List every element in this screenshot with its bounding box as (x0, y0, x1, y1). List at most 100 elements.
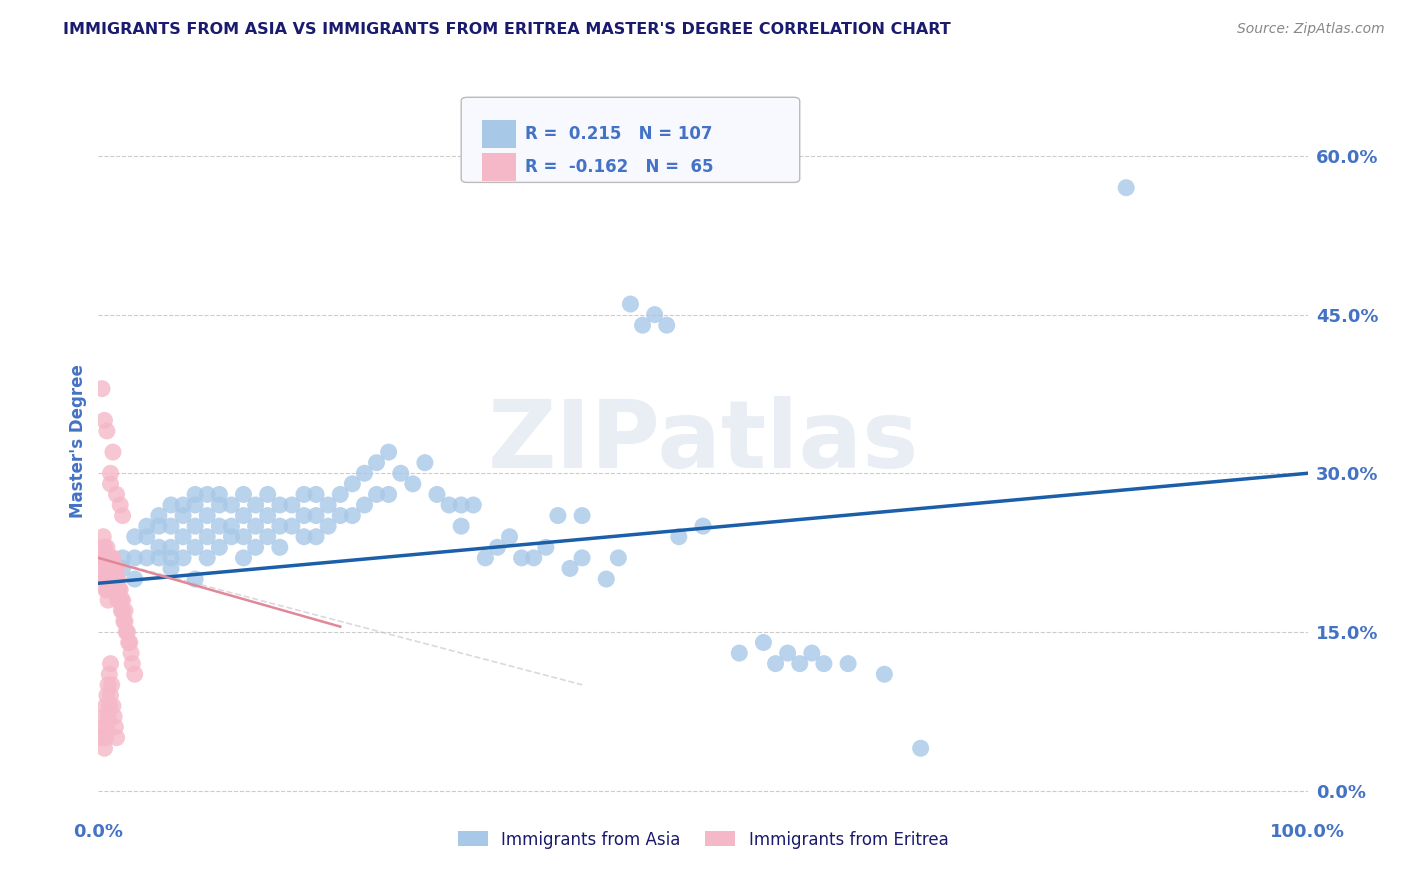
Point (96, 541, 118, 555)
Point (111, 604, 134, 618)
Point (112, 615, 135, 629)
Point (800, 646, 823, 660)
Point (108, 582, 131, 597)
Point (100, 476, 122, 491)
Point (172, 550, 194, 565)
Point (93, 741, 115, 756)
Point (232, 508, 254, 523)
Point (655, 318, 678, 333)
Point (98, 572, 121, 586)
Point (91, 530, 114, 544)
Point (111, 508, 134, 523)
Point (245, 541, 267, 555)
Point (232, 530, 254, 544)
Point (105, 561, 128, 575)
Point (813, 657, 835, 671)
Point (510, 550, 533, 565)
Point (329, 508, 352, 523)
Point (232, 487, 254, 501)
Point (571, 508, 593, 523)
Point (292, 508, 315, 523)
Point (96, 424, 118, 438)
Point (104, 720, 127, 734)
Point (353, 498, 375, 512)
Point (105, 582, 128, 597)
Point (100, 572, 122, 586)
Point (94, 582, 117, 597)
Point (571, 550, 593, 565)
Point (160, 541, 183, 555)
Point (96, 572, 118, 586)
Point (631, 318, 654, 333)
Point (98, 698, 121, 713)
Bar (482, 120, 516, 148)
Point (353, 467, 375, 481)
Point (389, 467, 412, 481)
Point (101, 572, 124, 586)
Point (100, 561, 122, 575)
Text: R =  0.215   N = 107: R = 0.215 N = 107 (526, 126, 713, 144)
Point (558, 561, 581, 575)
Point (208, 519, 231, 533)
FancyBboxPatch shape (461, 97, 800, 183)
Point (377, 445, 399, 459)
Point (644, 308, 666, 322)
Point (256, 487, 278, 501)
Text: IMMIGRANTS FROM ASIA VS IMMIGRANTS FROM ERITREA MASTER'S DEGREE CORRELATION CHAR: IMMIGRANTS FROM ASIA VS IMMIGRANTS FROM … (63, 22, 950, 37)
Point (172, 530, 194, 544)
Point (281, 498, 304, 512)
Point (107, 572, 129, 586)
Point (195, 530, 218, 544)
Point (305, 530, 328, 544)
Point (245, 498, 267, 512)
Point (103, 572, 125, 586)
Point (94, 550, 117, 565)
Point (96, 689, 118, 703)
Point (413, 456, 436, 470)
Point (105, 572, 128, 586)
Point (100, 561, 122, 575)
Point (292, 487, 315, 501)
Point (97, 561, 120, 575)
Point (148, 519, 170, 533)
Point (377, 487, 399, 501)
Point (124, 667, 146, 681)
Point (221, 498, 243, 512)
Point (619, 297, 641, 311)
Point (184, 519, 207, 533)
Point (115, 624, 138, 639)
Point (93, 413, 115, 427)
Point (97, 678, 120, 692)
Point (93, 709, 115, 723)
Point (342, 508, 364, 523)
Point (105, 487, 128, 501)
Point (96, 561, 118, 575)
Point (124, 550, 146, 565)
Point (101, 698, 124, 713)
Point (97, 593, 120, 607)
Point (103, 582, 125, 597)
Point (208, 541, 231, 555)
Point (124, 572, 146, 586)
Point (98, 582, 121, 597)
Point (256, 508, 278, 523)
Point (107, 582, 129, 597)
Point (776, 646, 799, 660)
Point (342, 476, 364, 491)
Point (101, 550, 124, 565)
Text: Source: ZipAtlas.com: Source: ZipAtlas.com (1237, 22, 1385, 37)
Point (595, 572, 617, 586)
Point (450, 519, 472, 533)
Point (120, 646, 142, 660)
Point (104, 582, 127, 597)
Point (110, 593, 132, 607)
Legend: Immigrants from Asia, Immigrants from Eritrea: Immigrants from Asia, Immigrants from Er… (451, 824, 955, 855)
Point (98, 561, 121, 575)
Point (96, 550, 118, 565)
Text: R =  -0.162   N =  65: R = -0.162 N = 65 (526, 158, 714, 176)
Point (195, 508, 218, 523)
Point (101, 561, 124, 575)
Point (108, 582, 131, 597)
Point (184, 498, 207, 512)
Point (305, 508, 328, 523)
